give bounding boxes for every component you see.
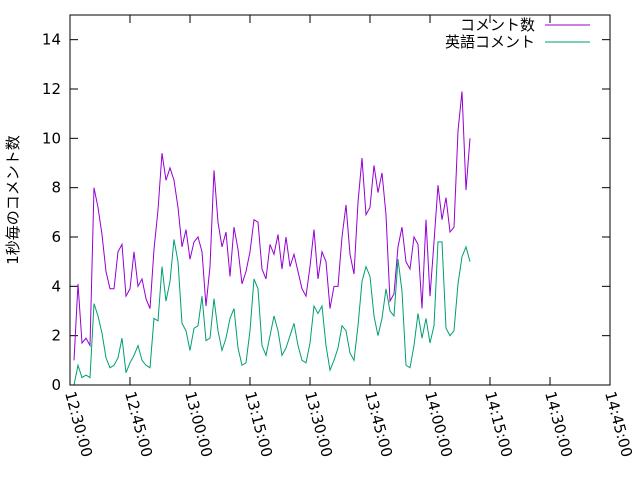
legend-label: 英語コメント (445, 33, 535, 51)
y-tick-label: 8 (51, 179, 61, 197)
y-tick-label: 4 (51, 277, 61, 295)
x-tick-label: 12:45:00 (121, 389, 156, 459)
y-tick-label: 0 (51, 376, 61, 394)
x-tick-label: 13:30:00 (301, 389, 336, 459)
x-tick-label: 14:00:00 (421, 389, 456, 459)
y-tick-labels: 0 2 4 6 8 10 12 14 (42, 31, 61, 394)
x-tick-label: 14:15:00 (481, 389, 516, 459)
x-tick-labels: 12:30:00 12:45:00 13:00:00 13:15:00 13:30:00… (61, 389, 636, 459)
y-tick-label: 10 (42, 129, 61, 147)
legend-label: コメント数 (460, 16, 535, 34)
series-line-0 (73, 91, 471, 361)
y-tick-label: 14 (42, 31, 61, 49)
y-axis-label: 1秒毎のコメント数 (4, 135, 22, 265)
x-tick-label: 14:45:00 (601, 389, 636, 459)
x-tick-label: 14:30:00 (541, 389, 576, 459)
x-tick-label: 12:30:00 (61, 389, 96, 459)
series-lines (73, 91, 471, 386)
plot-frame (69, 14, 611, 386)
y-tick-label: 2 (51, 327, 61, 345)
x-tick-label: 13:15:00 (241, 389, 276, 459)
x-tick-label: 13:45:00 (361, 389, 396, 459)
series-line-1 (73, 239, 471, 386)
tick-marks (69, 15, 611, 386)
y-tick-label: 12 (42, 80, 61, 98)
y-tick-label: 6 (51, 228, 61, 246)
x-tick-label: 13:00:00 (181, 389, 216, 459)
